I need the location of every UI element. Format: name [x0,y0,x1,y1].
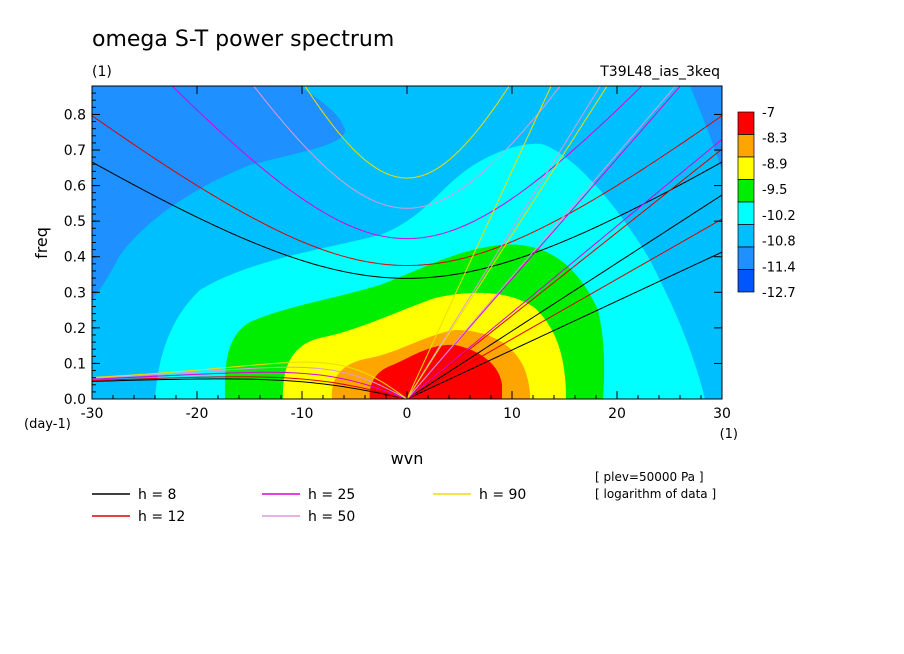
colorbar-level-label: -8.9 [762,157,787,172]
y-axis: 0.0 0.1 0.2 0.3 0.4 0.5 0.6 0.7 0.8 [64,92,722,408]
legend-label: h = 8 [138,487,176,503]
legend-label: h = 50 [308,509,355,525]
x-unit-label: (1) [720,427,738,442]
legend: h = 8 h = 12 h = 25 h = 50 h = 90 [92,487,526,525]
ig-curve [171,86,643,240]
x-tick-label: -10 [291,406,314,422]
kelvin-curve [406,86,552,399]
legend-label: h = 90 [479,487,526,503]
rossby-curve [92,366,408,399]
kelvin-curve [406,194,722,399]
colorbar-swatch [737,156,755,180]
colorbar-swatch [737,179,755,203]
mrg-curve [406,86,608,399]
x-axis-label: wvn [391,449,424,468]
colorbar-swatch [737,201,755,225]
colorbar-level-label: -10.8 [762,235,796,250]
x-tick-label: -30 [81,406,104,422]
mrg-curve [406,251,722,399]
colorbar-swatch [737,111,755,135]
colorbar-level-label: -9.5 [762,183,787,198]
x-tick-label: 0 [403,406,412,422]
colorbar-level-label: -7 [762,106,775,121]
colorbar-swatch [737,134,755,158]
ig-curve [92,115,722,266]
contour-fill-dark-right [690,86,722,170]
x-tick-label: 20 [608,406,626,422]
dispersion-curves [92,86,722,399]
colorbar-level-label: -10.2 [762,209,796,224]
y-tick-label: 0.4 [64,250,86,266]
x-axis: -30 -20 -10 0 10 20 30 [81,86,731,422]
annotation-plev: [ plev=50000 Pa ] [595,470,704,484]
y-axis-label: freq [32,227,51,259]
rossby-curve [92,371,408,399]
colorbar: -7 -8.3 -8.9 -9.5 -10.2 -10.8 -11.4 -12.7 [737,106,796,301]
y-tick-label: 0.5 [64,214,86,230]
ig-curve [304,86,510,179]
y-tick-label: 0.0 [64,392,86,408]
contour-fill-dark-left [92,86,345,300]
kelvin-curve [406,86,601,399]
colorbar-level-label: -12.7 [762,286,796,301]
chart-title: omega S-T power spectrum [92,27,394,52]
x-tick-label: -20 [186,406,209,422]
y-tick-label: 0.1 [64,356,86,372]
annotation-log: [ logarithm of data ] [595,487,716,501]
legend-label: h = 25 [308,487,355,503]
rossby-curve [92,361,408,399]
kelvin-curve [406,148,722,399]
kelvin-curve [406,86,682,399]
y-unit-label: (day-1) [24,417,71,432]
plot-area [92,86,722,399]
colorbar-level-label: -8.3 [762,132,787,147]
y-tick-label: 0.8 [64,107,86,123]
y-tick-label: 0.7 [64,143,86,159]
rossby-curve [92,376,408,399]
mrg-curve [406,218,722,399]
rossby-curve [92,378,408,399]
y-tick-label: 0.2 [64,321,86,337]
colorbar-swatch [737,224,755,248]
y-tick-label: 0.6 [64,179,86,195]
chart-subtitle-right: T39L48_ias_3keq [599,64,720,80]
y-tick-label: 0.3 [64,285,86,301]
mrg-curve [406,86,677,399]
ig-curve [253,86,561,209]
legend-label: h = 12 [138,509,185,525]
colorbar-swatch [737,269,755,293]
colorbar-level-label: -11.4 [762,260,796,275]
ig-curve [92,161,722,279]
colorbar-swatch [737,246,755,270]
x-tick-label: 30 [713,406,731,422]
chart-subtitle-left: (1) [92,64,112,80]
mrg-curve [406,138,722,399]
x-tick-label: 10 [503,406,521,422]
